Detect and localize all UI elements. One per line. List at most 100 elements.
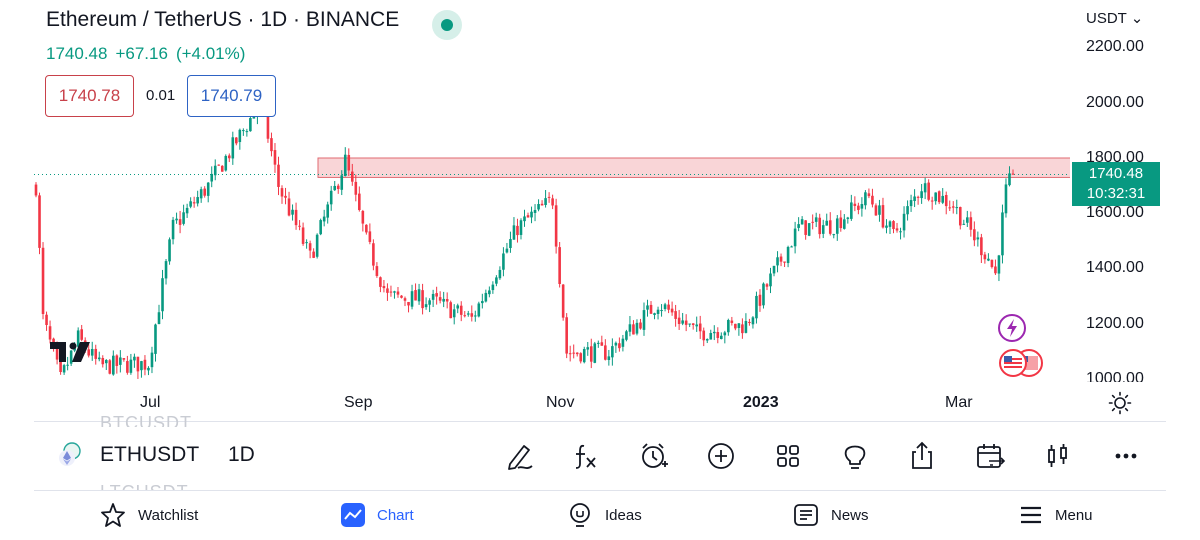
candle-body [677, 317, 681, 325]
candle-body [814, 217, 818, 222]
candle-body [976, 237, 980, 240]
buy-button[interactable]: 1740.79 [187, 75, 276, 117]
candle-body [442, 298, 445, 302]
candle-body [888, 221, 892, 227]
layout-button[interactable] [768, 436, 808, 476]
us-flag-event-icon[interactable] [997, 347, 1047, 384]
candle-body [466, 313, 470, 315]
spread-value: 0.01 [146, 87, 176, 104]
candle-body [547, 196, 551, 198]
more-button[interactable] [1106, 436, 1146, 476]
candle-body [509, 239, 512, 249]
candle-body [702, 330, 706, 341]
candle-body [1004, 184, 1008, 214]
candle-body [340, 175, 344, 190]
candle-body [242, 130, 245, 132]
candle-body [505, 248, 509, 253]
candle-body [906, 206, 909, 215]
candle-body [565, 317, 568, 354]
candle-body [786, 246, 790, 264]
candle-body [582, 349, 586, 363]
x-tick: Nov [546, 394, 575, 411]
candle-body [495, 277, 498, 284]
chart-type-button[interactable] [1038, 436, 1078, 476]
candle-body [948, 207, 952, 209]
candle-body [614, 342, 618, 346]
candle-body [393, 291, 396, 293]
lightning-event-icon[interactable] [997, 313, 1027, 348]
share-button[interactable] [902, 436, 942, 476]
y-tick: 1000.00 [1086, 370, 1144, 382]
candle-body [477, 303, 481, 317]
candle-body [347, 154, 351, 171]
candle-body [874, 205, 878, 216]
draw-button[interactable] [500, 436, 540, 476]
candle-body [336, 185, 340, 190]
candle-body [779, 256, 783, 262]
candle-body [249, 118, 252, 132]
nav-chart-label: Chart [377, 506, 414, 524]
market-status-icon[interactable] [432, 10, 462, 40]
last-price-tag: 1740.48 10:32:31 [1072, 162, 1160, 206]
candle-body [589, 346, 593, 362]
candle-body [270, 138, 273, 152]
candle-body [653, 313, 656, 315]
y-tick: 1200.00 [1086, 315, 1144, 332]
candle-body [639, 322, 642, 329]
candle-body [941, 195, 945, 203]
candle-body [445, 299, 449, 302]
candle-body [80, 329, 83, 340]
candle-body [944, 194, 948, 207]
symbol-selector[interactable]: ETHUSDT [100, 443, 200, 466]
replay-button[interactable] [970, 436, 1010, 476]
candle-body [498, 269, 502, 279]
indicators-icon [575, 444, 596, 469]
ideas-tool-button[interactable] [835, 436, 875, 476]
candle-body [850, 202, 853, 219]
nav-menu[interactable]: Menu [1019, 500, 1093, 530]
candle-body [147, 367, 150, 371]
candle-body [199, 189, 203, 199]
candle-body [203, 188, 206, 196]
star-icon [101, 503, 125, 527]
currency-selector[interactable]: USDT ⌄ [1086, 9, 1143, 27]
candle-body [688, 323, 691, 325]
chart-settings-icon[interactable] [1108, 391, 1132, 420]
news-icon [794, 504, 818, 526]
interval-selector[interactable]: 1D [228, 443, 255, 466]
change-percent-value: (+4.01%) [175, 44, 246, 63]
nav-news[interactable]: News [793, 500, 869, 530]
nav-watchlist[interactable]: Watchlist [100, 500, 198, 530]
candle-body [326, 204, 329, 218]
add-button[interactable] [701, 436, 741, 476]
alert-button[interactable] [634, 436, 674, 476]
candle-body [920, 191, 923, 199]
change-value: +67.16 [115, 44, 168, 63]
candle-body [790, 246, 793, 248]
candle-body [811, 221, 814, 223]
candle-body [368, 231, 372, 242]
sell-button[interactable]: 1740.78 [45, 75, 134, 117]
candle-body [129, 359, 133, 373]
candle-body [365, 224, 368, 233]
candle-body [62, 365, 66, 373]
candle-body [730, 320, 734, 323]
y-tick: 1600.00 [1086, 204, 1144, 221]
candle-body [523, 216, 526, 222]
candle-body [217, 164, 221, 166]
candle-body [540, 203, 544, 206]
candle-body [966, 217, 969, 223]
candle-body [171, 219, 175, 240]
candle-body [793, 228, 797, 247]
indicators-button[interactable] [566, 436, 606, 476]
nav-news-label: News [831, 506, 869, 524]
nav-chart[interactable]: Chart [341, 500, 414, 530]
candle-body [537, 204, 540, 210]
candle-body [150, 352, 154, 368]
candle-body [133, 356, 136, 361]
nav-ideas[interactable]: Ideas [567, 500, 642, 530]
candle-body [646, 305, 649, 310]
layout-icon [777, 445, 799, 467]
candle-body [962, 223, 966, 225]
candle-body [695, 324, 699, 327]
